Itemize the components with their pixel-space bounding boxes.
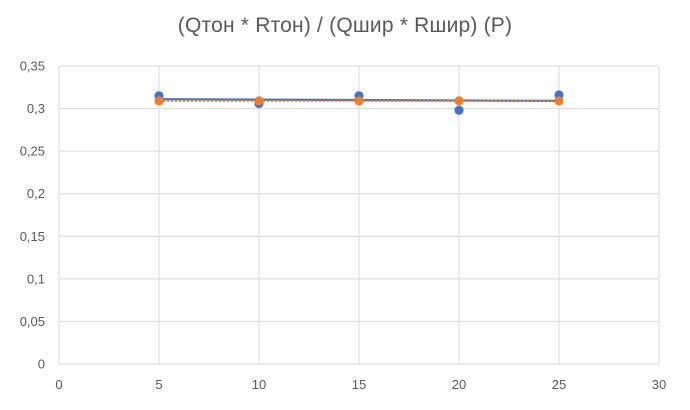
x-tick-label: 15 [352,377,366,392]
data-points [154,90,564,115]
chart-title: (Qтон * Rтон) / (Qшир * Rшир) (P) [177,14,513,37]
x-tick-label: 10 [252,377,266,392]
y-tick-label: 0 [38,357,45,372]
x-tick-label: 0 [55,377,62,392]
x-axis-tick-labels: 0 5 10 15 20 25 30 [55,377,666,392]
data-point-series-2 [554,96,564,106]
x-tick-label: 30 [652,377,666,392]
y-axis-tick-labels: 0 0,05 0,1 0,15 0,2 0,25 0,3 0,35 [20,59,45,372]
y-tick-label: 0,25 [20,144,45,159]
x-tick-label: 5 [155,377,162,392]
gridlines [58,65,660,365]
data-point-series-2 [454,96,464,106]
x-tick-label: 20 [452,377,466,392]
data-point-series-2 [154,96,164,106]
y-tick-label: 0,2 [27,186,45,201]
data-point-series-2 [254,96,264,106]
x-tick-label: 25 [552,377,566,392]
y-tick-label: 0,1 [27,271,45,286]
y-tick-label: 0,15 [20,229,45,244]
data-point-series-1 [454,105,464,115]
y-tick-label: 0,3 [27,101,45,116]
data-point-series-2 [354,96,364,106]
y-tick-label: 0,05 [20,314,45,329]
y-tick-label: 0,35 [20,59,45,74]
